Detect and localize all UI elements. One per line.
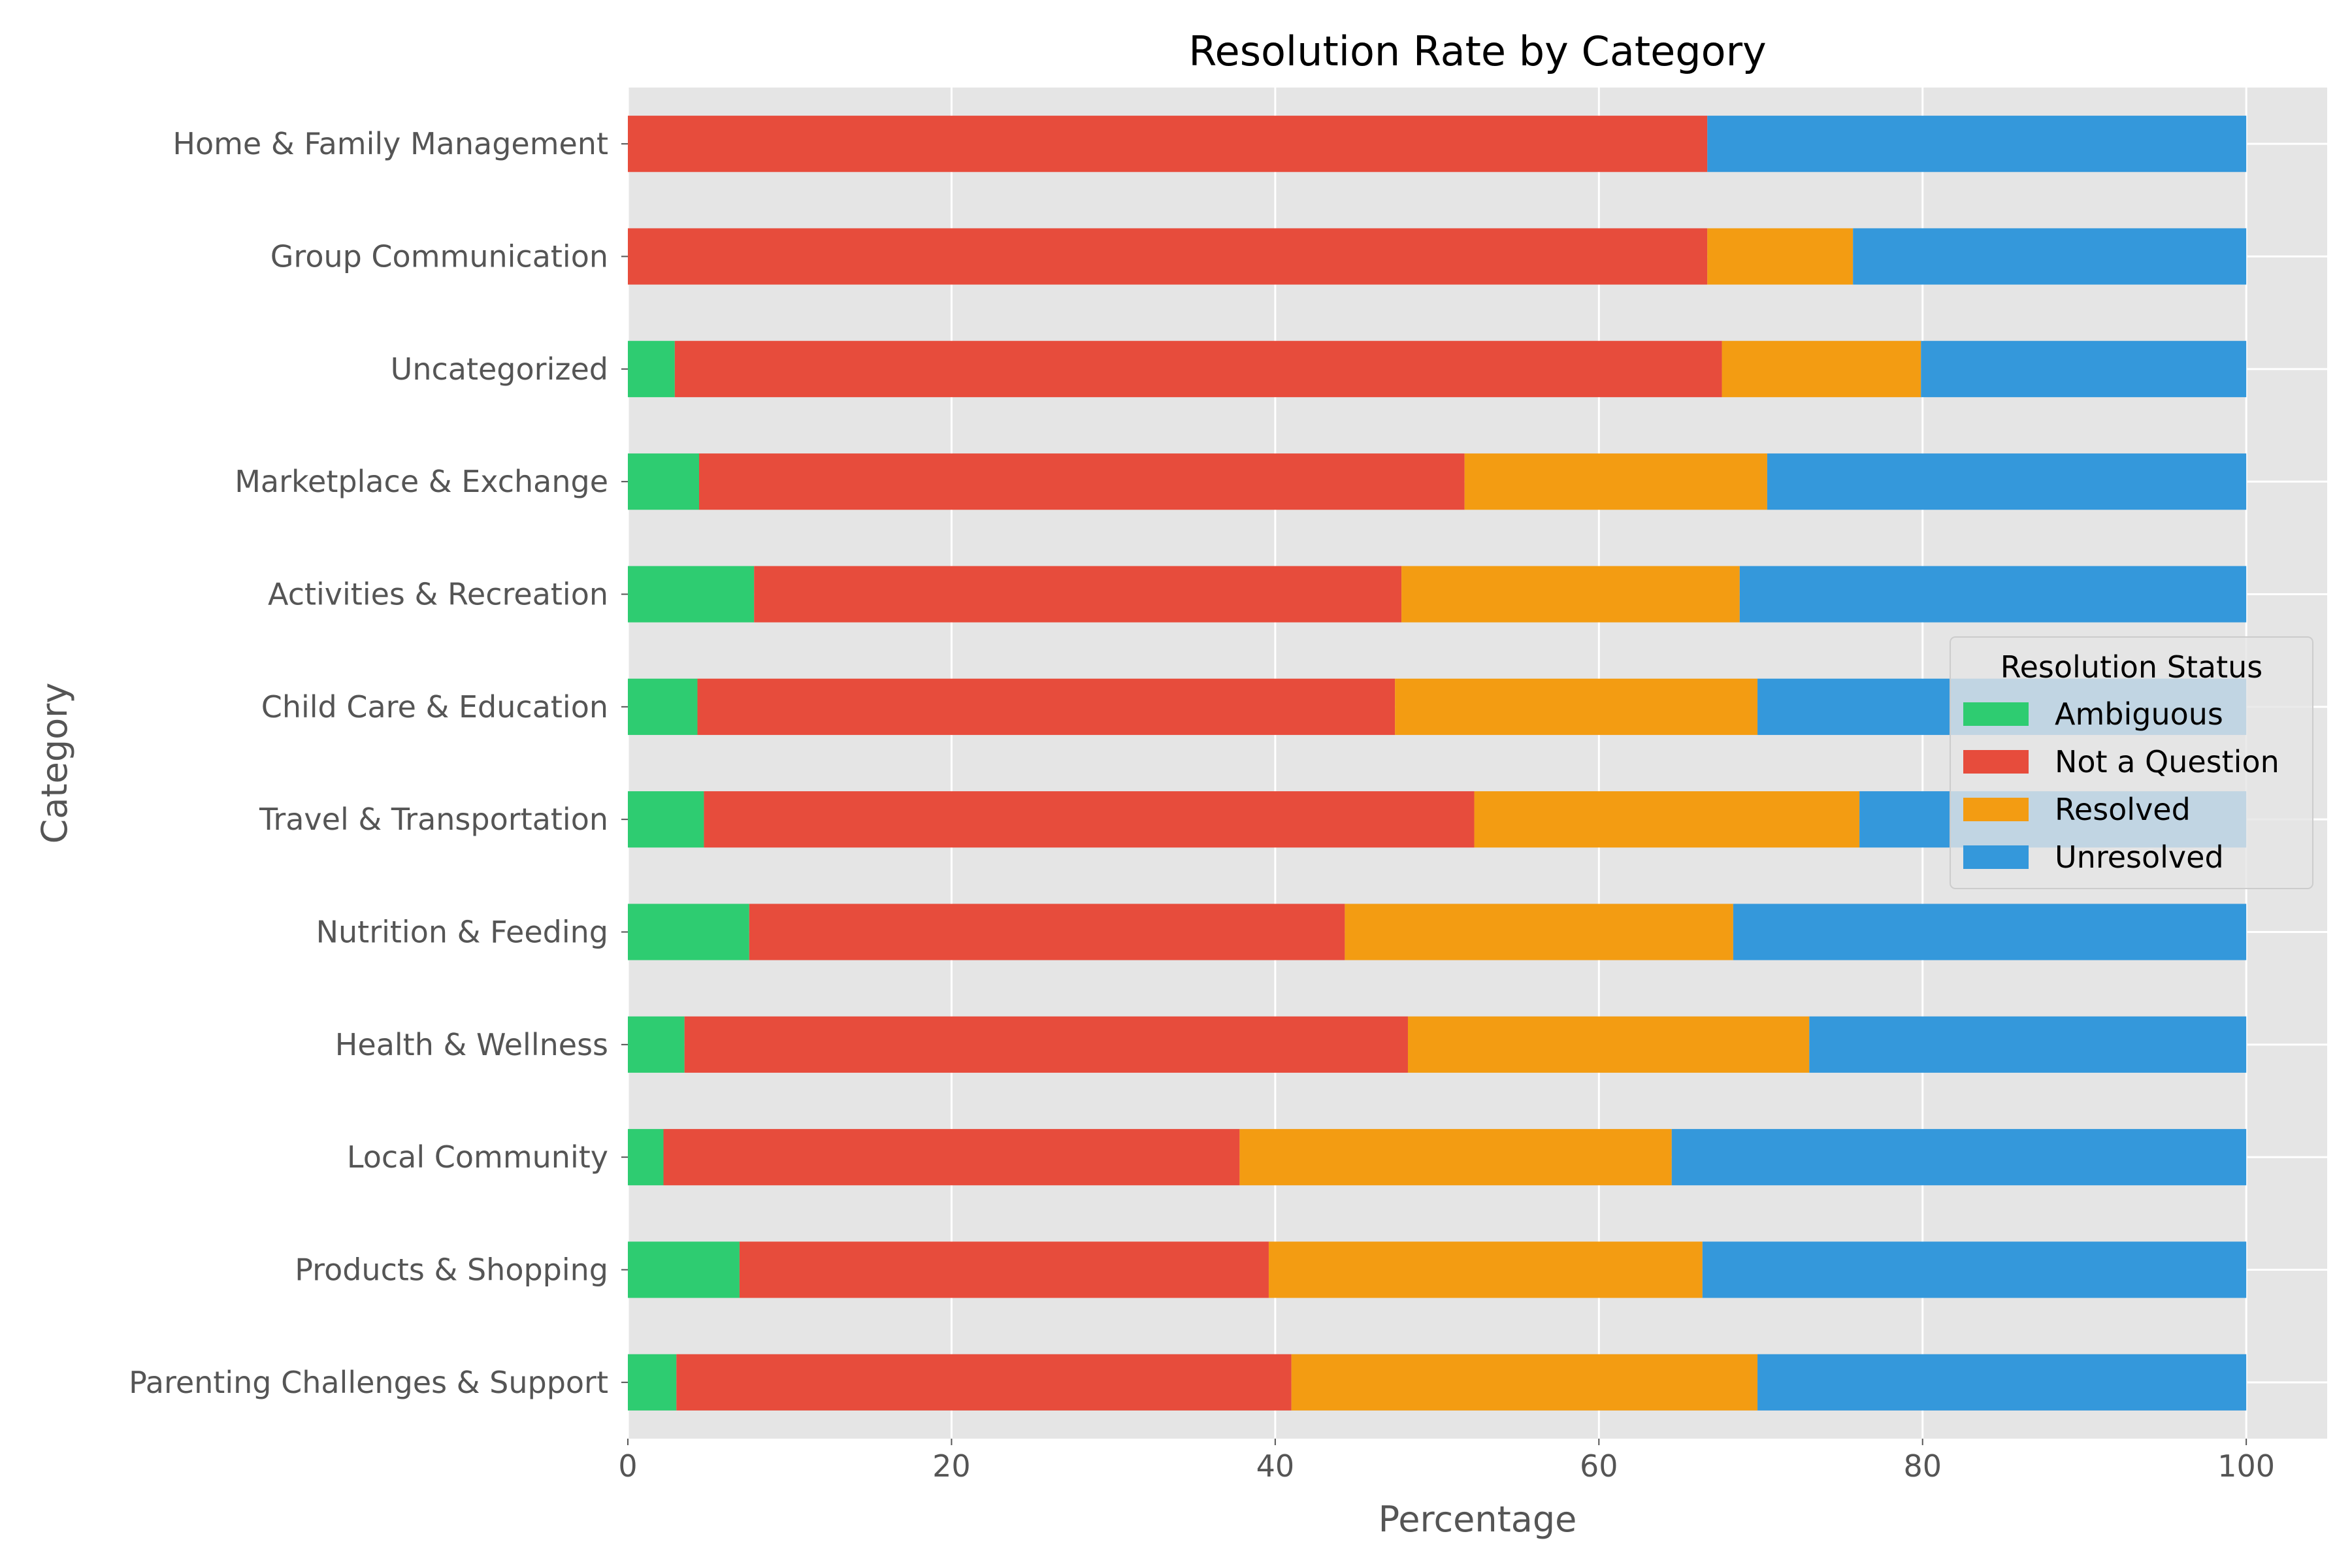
bar-segment [1291,1354,1758,1411]
legend-swatch [1963,702,2029,726]
bar-segment [1395,678,1758,735]
bar-segment [1407,1016,1810,1073]
bar-segment [1853,228,2247,285]
legend-title: Resolution Status [2001,649,2263,685]
bar-segment [628,904,749,960]
bar-segment [1722,340,1921,397]
x-tick-label: 20 [932,1448,971,1484]
bar-segment [1474,791,1860,848]
x-tick-label: 60 [1580,1448,1618,1484]
bar-segment [704,791,1475,848]
x-tick-label: 0 [618,1448,637,1484]
legend-label: Ambiguous [2055,696,2223,732]
bar-segment [628,1354,677,1411]
bar-segment [1268,1241,1703,1298]
y-tick-label: Group Communication [270,239,608,274]
legend-swatch [1963,845,2029,869]
bar-segment [684,1016,1408,1073]
y-tick-label: Local Community [347,1139,608,1175]
y-tick-label: Activities & Recreation [268,577,608,612]
bar-segment [1707,228,1854,285]
bar-segment [1345,904,1733,960]
bar-segment [754,566,1402,623]
legend-label: Not a Question [2055,744,2279,779]
y-tick-label: Products & Shopping [295,1252,608,1288]
bar-segment [1921,340,2247,397]
y-tick-label: Marketplace & Exchange [235,464,608,499]
legend-swatch [1963,750,2029,774]
bar-segment [628,340,675,397]
bar-segment [663,1129,1240,1186]
bar-segment [628,1129,664,1186]
chart-title: Resolution Rate by Category [1188,27,1767,75]
bar-segment [1401,566,1740,623]
bar-segment [739,1241,1269,1298]
y-tick-label: Nutrition & Feeding [316,915,608,950]
x-tick-label: 100 [2217,1448,2275,1484]
x-axis-title: Percentage [1379,1499,1577,1540]
bar-segment [676,1354,1292,1411]
legend-label: Resolved [2055,792,2191,827]
y-tick-label: Travel & Transportation [259,802,608,837]
bar-segment [1757,1354,2247,1411]
y-tick-label: Child Care & Education [261,689,608,725]
bar-segment [674,340,1722,397]
y-tick-label: Uncategorized [391,351,608,387]
y-tick-label: Health & Wellness [335,1027,608,1062]
legend-swatch [1963,798,2029,821]
y-tick-labels: Home & Family Management Group Communicat… [129,126,628,1400]
bar-segment [1464,453,1767,510]
bar-segment [628,228,1708,285]
y-axis-title: Category [34,683,75,844]
bar-segment [698,453,1465,510]
bar-segment [749,904,1345,960]
legend-label: Unresolved [2055,840,2224,875]
bar-segment [1707,116,2247,172]
bar-segment [628,1241,740,1298]
bars [628,116,2247,1411]
bar-segment [697,678,1396,735]
legend: Resolution Status Ambiguous Not a Question… [1950,636,2313,889]
bar-segment [1239,1129,1672,1186]
bar-segment [1733,904,2247,960]
bar-segment [1767,453,2247,510]
x-tick-label: 80 [1903,1448,1942,1484]
legend-box [1950,636,2313,889]
bar-segment [628,791,704,848]
bar-segment [628,566,755,623]
bar-segment [1809,1016,2247,1073]
bar-segment [628,116,1708,172]
bar-segment [628,1016,685,1073]
x-tick-labels: 0 20 40 60 80 100 [618,1439,2275,1484]
y-tick-label: Parenting Challenges & Support [129,1365,608,1400]
bar-segment [628,678,698,735]
bar-segment [1739,566,2247,623]
x-tick-label: 40 [1256,1448,1295,1484]
y-tick-label: Home & Family Management [172,126,608,161]
bar-segment [1702,1241,2247,1298]
bar-segment [628,453,699,510]
bar-segment [1671,1129,2247,1186]
